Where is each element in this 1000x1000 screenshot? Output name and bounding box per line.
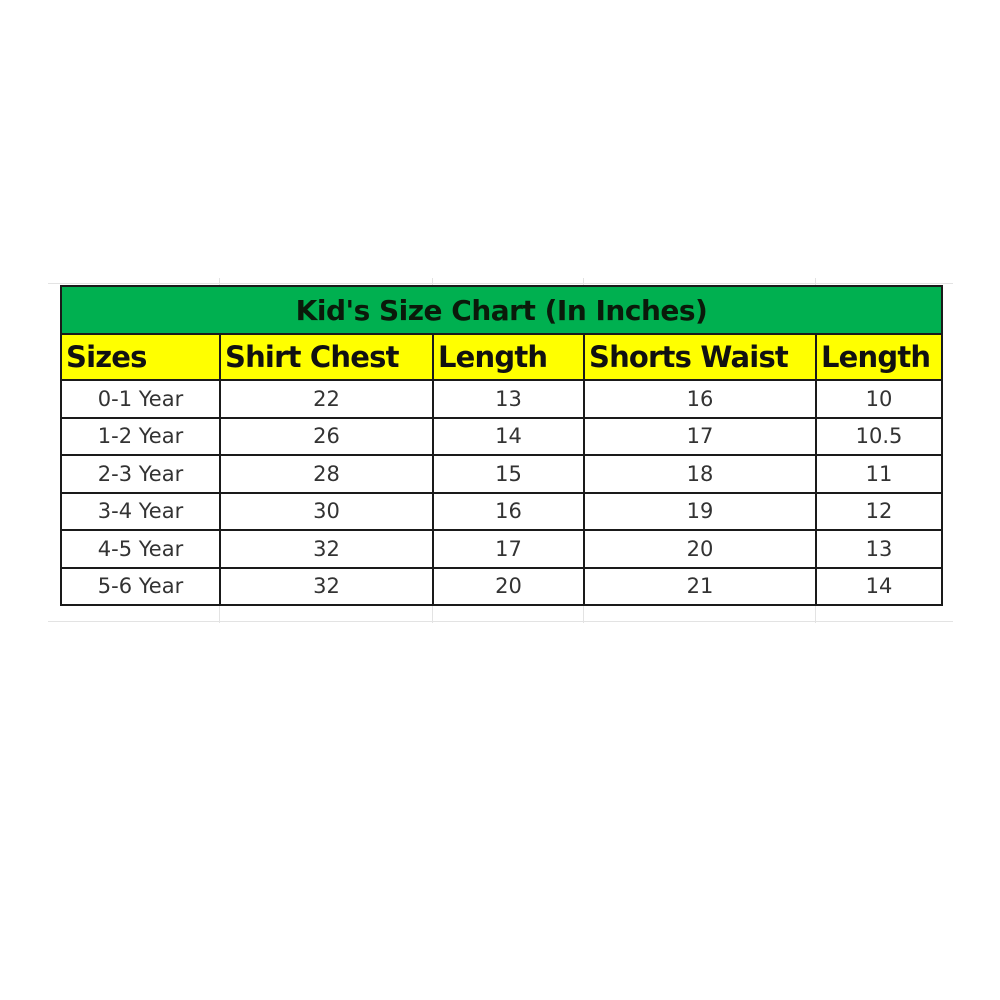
cell-shirt-chest: 28: [219, 454, 434, 494]
cell-shorts-length: 12: [814, 491, 944, 531]
cell-shorts-length: 10.5: [814, 416, 944, 456]
cell-shorts-waist: 21: [583, 566, 817, 606]
table-row: 5-6 Year 32 20 21 14: [60, 566, 944, 606]
table-title: Kid's Size Chart (In Inches): [59, 285, 944, 335]
header-shorts-length: Length: [814, 333, 944, 381]
cell-shirt-chest: 32: [219, 529, 434, 569]
table-row: 3-4 Year 30 16 19 12: [60, 491, 944, 531]
title-row: Kid's Size Chart (In Inches): [59, 285, 944, 335]
cell-size: 0-1 Year: [60, 379, 221, 419]
cell-shirt-length: 14: [432, 416, 585, 456]
cell-shorts-waist: 19: [583, 491, 817, 531]
cell-shorts-length: 13: [814, 529, 944, 569]
table-row: 2-3 Year 28 15 18 11: [60, 454, 944, 494]
header-row: Sizes Shirt Chest Length Shorts Waist Le…: [60, 333, 944, 381]
header-sizes: Sizes: [60, 333, 221, 381]
header-shirt-length: Length: [432, 333, 585, 381]
table-row: 4-5 Year 32 17 20 13: [60, 529, 944, 569]
cell-shirt-chest: 30: [219, 491, 434, 531]
cell-shorts-waist: 20: [583, 529, 817, 569]
table-row: 1-2 Year 26 14 17 10.5: [60, 416, 944, 456]
sheet-gridline: [48, 283, 953, 284]
cell-shorts-length: 14: [814, 566, 944, 606]
cell-shorts-waist: 18: [583, 454, 817, 494]
size-chart-table: Kid's Size Chart (In Inches) Sizes Shirt…: [59, 285, 944, 606]
header-shirt-chest: Shirt Chest: [219, 333, 434, 381]
cell-size: 4-5 Year: [60, 529, 221, 569]
cell-shorts-length: 11: [814, 454, 944, 494]
cell-shorts-length: 10: [814, 379, 944, 419]
cell-shirt-chest: 26: [219, 416, 434, 456]
table-row: 0-1 Year 22 13 16 10: [60, 379, 944, 419]
cell-size: 1-2 Year: [60, 416, 221, 456]
cell-shirt-length: 17: [432, 529, 585, 569]
cell-shirt-length: 15: [432, 454, 585, 494]
cell-size: 3-4 Year: [60, 491, 221, 531]
cell-shorts-waist: 17: [583, 416, 817, 456]
cell-shirt-chest: 22: [219, 379, 434, 419]
cell-shirt-length: 20: [432, 566, 585, 606]
cell-shirt-chest: 32: [219, 566, 434, 606]
sheet-gridline: [48, 621, 953, 622]
cell-size: 5-6 Year: [60, 566, 221, 606]
cell-shorts-waist: 16: [583, 379, 817, 419]
cell-size: 2-3 Year: [60, 454, 221, 494]
cell-shirt-length: 13: [432, 379, 585, 419]
header-shorts-waist: Shorts Waist: [583, 333, 817, 381]
cell-shirt-length: 16: [432, 491, 585, 531]
